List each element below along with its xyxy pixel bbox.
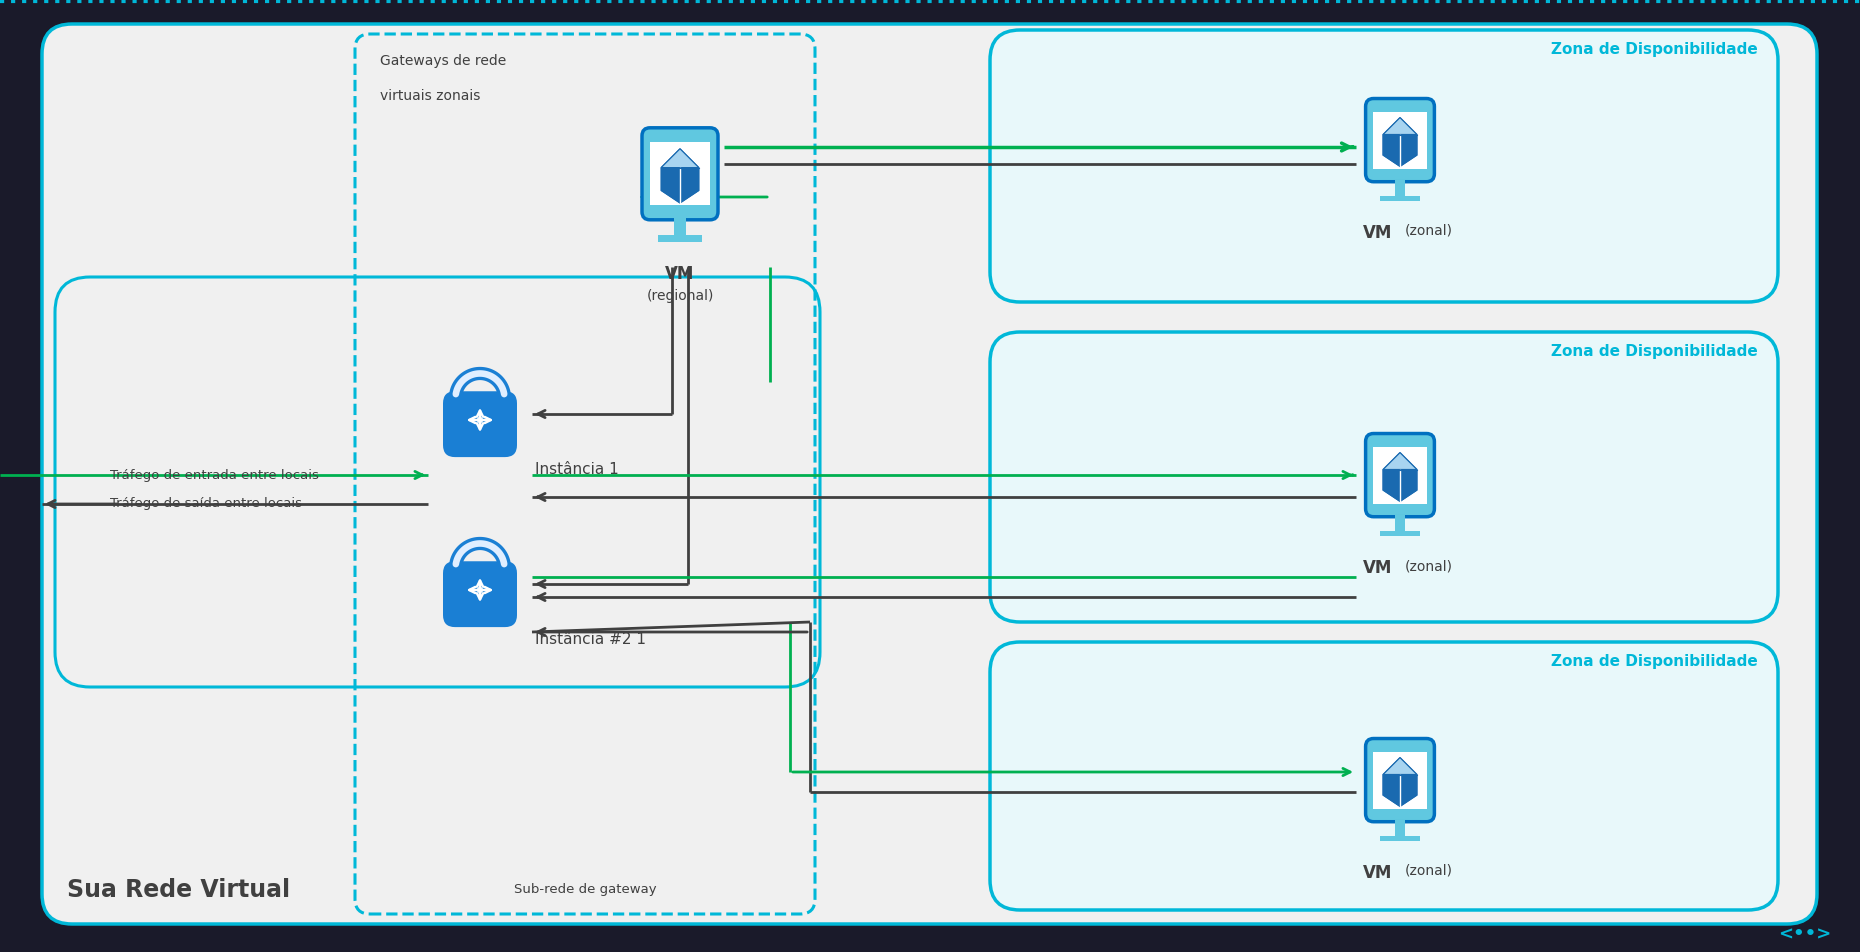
Bar <box>673 218 686 235</box>
Bar <box>1380 530 1419 536</box>
FancyBboxPatch shape <box>990 30 1778 302</box>
FancyBboxPatch shape <box>1373 446 1427 504</box>
FancyBboxPatch shape <box>642 128 718 220</box>
Bar <box>1380 195 1419 201</box>
FancyBboxPatch shape <box>443 391 517 457</box>
Bar <box>1395 180 1406 195</box>
Polygon shape <box>1384 758 1417 806</box>
Polygon shape <box>1384 134 1417 167</box>
Text: Zona de Disponibilidade: Zona de Disponibilidade <box>1551 654 1758 669</box>
FancyBboxPatch shape <box>1365 433 1434 517</box>
Polygon shape <box>1384 469 1417 502</box>
Polygon shape <box>1384 452 1417 469</box>
Polygon shape <box>662 149 699 203</box>
Polygon shape <box>1384 775 1417 806</box>
FancyBboxPatch shape <box>1365 739 1434 822</box>
Text: virtuais zonais: virtuais zonais <box>379 89 480 103</box>
Polygon shape <box>1384 118 1417 167</box>
Circle shape <box>478 418 482 423</box>
Bar <box>658 235 701 242</box>
FancyBboxPatch shape <box>43 24 1817 924</box>
Polygon shape <box>1384 118 1417 134</box>
Text: VM: VM <box>666 265 694 283</box>
Polygon shape <box>1384 758 1417 775</box>
Text: Sua Rede Virtual: Sua Rede Virtual <box>67 878 290 902</box>
Text: <••>: <••> <box>1778 926 1832 944</box>
Text: Instância #2 1: Instância #2 1 <box>536 631 645 646</box>
Text: Instância 1: Instância 1 <box>536 462 619 477</box>
Text: VM: VM <box>1363 224 1391 242</box>
Text: (zonal): (zonal) <box>1404 224 1453 238</box>
Text: (zonal): (zonal) <box>1404 559 1453 573</box>
Bar <box>1395 515 1406 530</box>
Bar <box>1395 820 1406 836</box>
FancyBboxPatch shape <box>651 142 709 206</box>
Text: Gateways de rede: Gateways de rede <box>379 54 506 68</box>
Bar <box>1380 836 1419 842</box>
Text: (zonal): (zonal) <box>1404 864 1453 878</box>
FancyBboxPatch shape <box>1365 98 1434 182</box>
Text: Zona de Disponibilidade: Zona de Disponibilidade <box>1551 42 1758 57</box>
FancyBboxPatch shape <box>990 332 1778 622</box>
Text: VM: VM <box>1363 559 1391 577</box>
FancyBboxPatch shape <box>443 562 517 627</box>
Polygon shape <box>662 149 699 168</box>
Text: Sub-rede de gateway: Sub-rede de gateway <box>513 883 657 896</box>
Text: (regional): (regional) <box>645 289 714 303</box>
Circle shape <box>478 587 482 592</box>
Polygon shape <box>1384 452 1417 502</box>
Polygon shape <box>662 168 699 203</box>
FancyBboxPatch shape <box>1373 111 1427 169</box>
FancyBboxPatch shape <box>990 642 1778 910</box>
Text: Tráfego de entrada entre locais: Tráfego de entrada entre locais <box>110 468 318 482</box>
Text: Tráfego de saída entre locais: Tráfego de saída entre locais <box>110 498 301 510</box>
FancyBboxPatch shape <box>1373 752 1427 808</box>
Text: Zona de Disponibilidade: Zona de Disponibilidade <box>1551 344 1758 359</box>
Text: VM: VM <box>1363 864 1391 882</box>
